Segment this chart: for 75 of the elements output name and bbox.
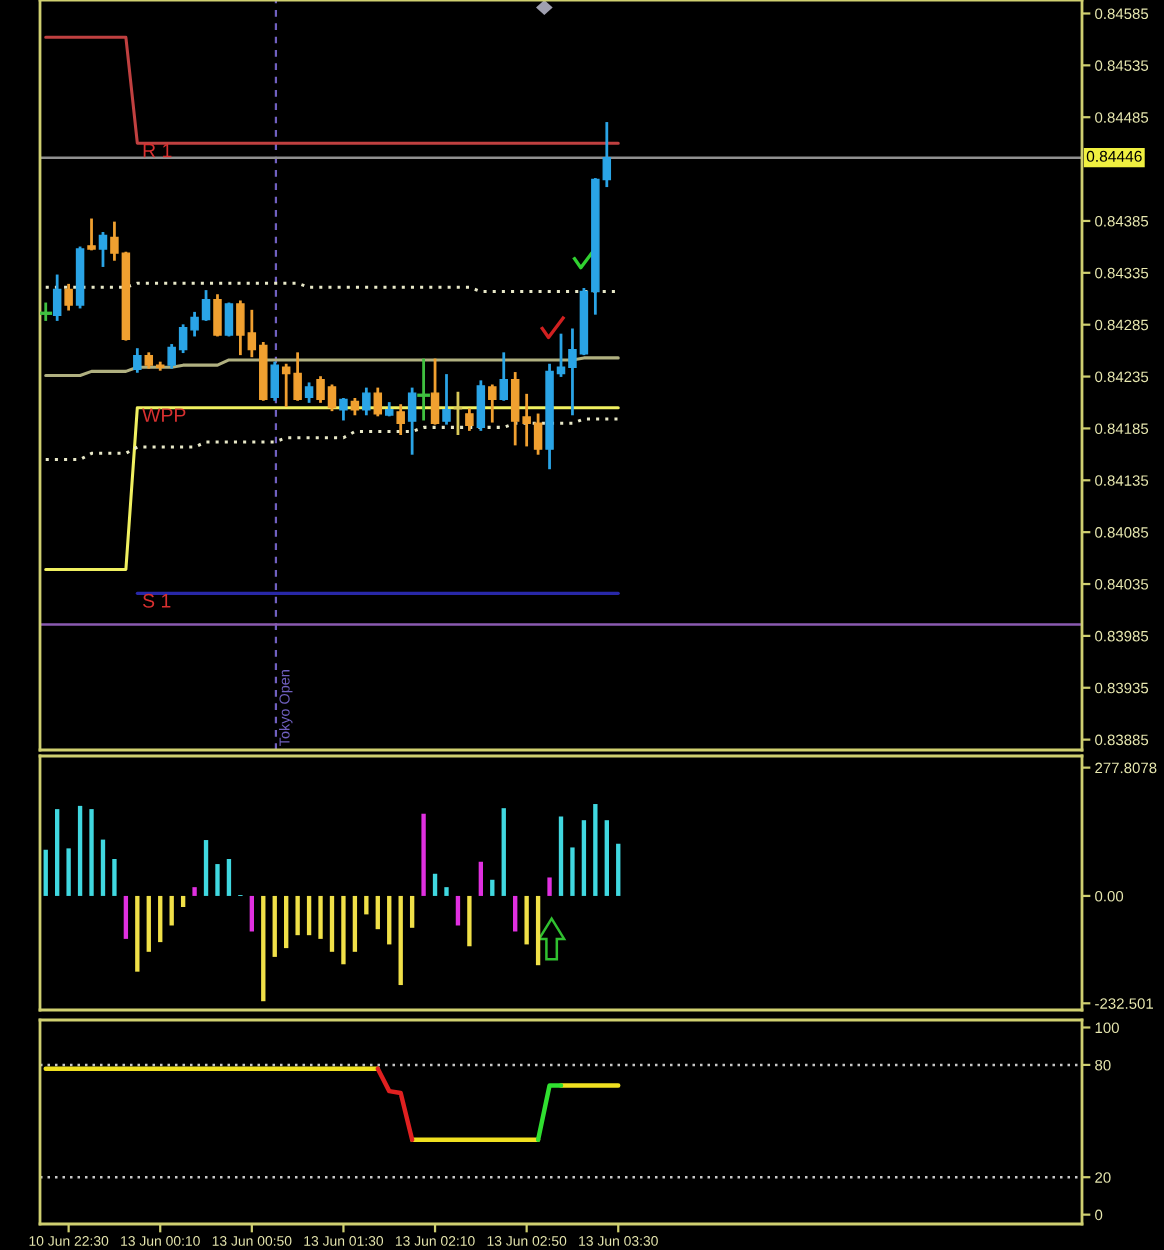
bar — [112, 858, 117, 896]
bar — [352, 895, 358, 952]
candlestick — [87, 218, 96, 251]
bar — [547, 877, 552, 896]
candlestick — [476, 380, 486, 431]
bar — [455, 895, 461, 926]
bar — [570, 847, 575, 896]
bar — [490, 879, 495, 896]
bar — [364, 895, 369, 915]
line-series — [375, 1066, 415, 1142]
bar — [77, 805, 83, 896]
candlestick — [64, 283, 73, 311]
bar — [535, 895, 541, 966]
bar — [180, 895, 186, 908]
candlestick — [430, 358, 440, 425]
bar — [432, 873, 438, 896]
bar — [341, 895, 346, 965]
candlestick — [339, 397, 348, 421]
annotation: R 1 — [143, 143, 172, 158]
annotation: S 1 — [143, 593, 171, 608]
candlestick — [396, 404, 405, 435]
bar — [158, 895, 163, 943]
bar — [329, 895, 335, 952]
bar — [421, 813, 426, 896]
bar — [295, 895, 300, 936]
bar — [272, 895, 277, 957]
bar — [192, 887, 197, 896]
candlestick — [98, 232, 108, 267]
bar — [146, 895, 151, 952]
bar — [501, 808, 506, 896]
candlestick — [213, 294, 222, 337]
bar — [478, 861, 484, 896]
bar — [467, 895, 472, 947]
candlestick — [488, 384, 497, 423]
candlestick — [407, 387, 417, 455]
bar — [593, 804, 598, 896]
candlestick — [133, 348, 142, 373]
bar — [203, 840, 209, 896]
bar — [284, 895, 289, 949]
bar — [409, 895, 415, 928]
bar — [444, 887, 449, 896]
candlestick — [52, 274, 62, 321]
candlestick — [224, 302, 234, 337]
bar — [169, 895, 174, 926]
candlestick — [362, 387, 371, 416]
candlestick — [373, 387, 383, 417]
bar — [306, 895, 312, 936]
bar — [387, 895, 392, 945]
bar — [581, 820, 587, 896]
annotation: WPP — [142, 408, 186, 422]
bar — [261, 895, 266, 1002]
bar — [100, 839, 106, 896]
bar — [524, 895, 529, 945]
bar — [604, 820, 609, 896]
bar — [398, 895, 403, 986]
bar — [43, 849, 48, 896]
bar — [55, 809, 60, 896]
bar — [513, 895, 518, 932]
candlestick — [442, 374, 451, 425]
candlestick — [465, 408, 474, 431]
candlestick — [499, 352, 508, 401]
bar — [375, 895, 380, 930]
bar — [226, 858, 232, 896]
bar — [135, 895, 140, 972]
bar — [123, 895, 129, 939]
bar — [249, 895, 255, 932]
candlestick — [270, 361, 279, 401]
bar — [616, 843, 621, 896]
bar — [66, 848, 71, 896]
bar — [89, 809, 94, 896]
bar — [318, 895, 323, 939]
bar — [558, 816, 564, 896]
bar — [215, 864, 220, 896]
candlestick — [417, 358, 430, 421]
candlestick — [40, 302, 53, 321]
